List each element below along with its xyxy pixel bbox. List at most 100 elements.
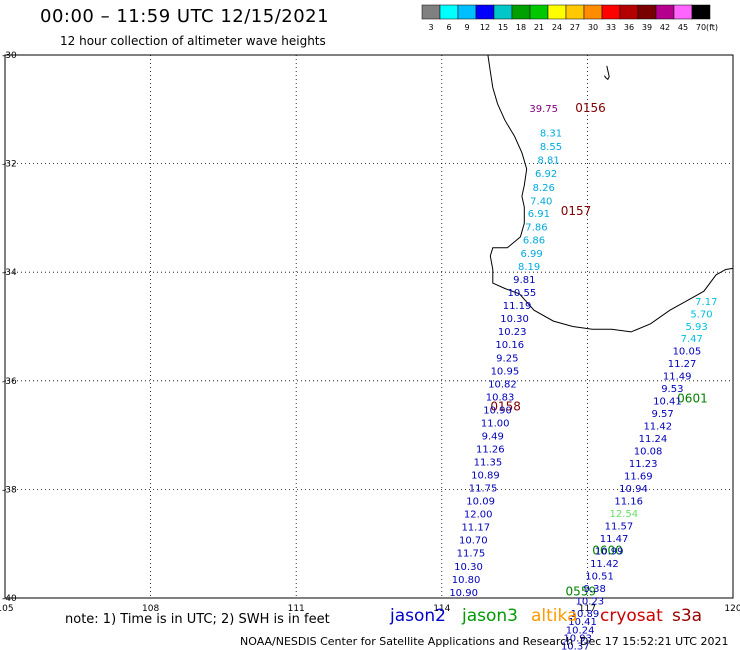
wave-height-label: 11.27 xyxy=(668,359,697,370)
wave-height-label: 10.08 xyxy=(634,447,663,458)
wave-height-label: 10.51 xyxy=(585,572,614,583)
wave-height-label: 10.70 xyxy=(459,536,488,547)
pass-time-label: 0158 xyxy=(490,400,521,414)
wave-height-label: 10.89 xyxy=(471,471,500,482)
wave-height-label: 10.37 xyxy=(561,642,590,650)
lat-tick-label: -40 xyxy=(2,594,17,604)
lon-tick-label: 111 xyxy=(288,604,305,614)
colorbar-label: 42 xyxy=(660,23,670,32)
footer-timestamp: Dec 17 15:52:21 UTC 2021 xyxy=(580,635,729,648)
wave-height-label: 10.23 xyxy=(498,327,527,338)
colorbar-label: 36 xyxy=(624,23,634,32)
wave-height-colorbar: 3 6 9 12 15 18 21 24 27 30 33 36 39 42 45 70 (ft) xyxy=(421,4,718,32)
wave-height-label: 10.99 xyxy=(595,547,624,558)
wave-height-label: 11.00 xyxy=(481,418,510,429)
colorbar-label: 39 xyxy=(642,23,652,32)
wave-height-label: 6.91 xyxy=(528,209,550,220)
wave-height-label: 11.42 xyxy=(590,559,619,570)
wave-height-label: 11.24 xyxy=(639,434,668,445)
sat-altika: altika xyxy=(531,606,578,626)
map-frame xyxy=(4,54,734,599)
wave-height-label: 10.82 xyxy=(488,379,517,390)
wave-height-label: 6.86 xyxy=(523,235,545,246)
colorbar-label: 9 xyxy=(464,23,469,32)
wave-height-label: 10.93 xyxy=(563,633,592,644)
lat-tick-label: -30 xyxy=(2,51,17,61)
lat-tick-label: -36 xyxy=(2,377,17,387)
colorbar-label: 21 xyxy=(534,23,544,32)
wave-height-label: 11.16 xyxy=(614,497,643,508)
sat-jason3: jason3 xyxy=(462,606,518,626)
wave-height-label: 10.30 xyxy=(454,562,483,573)
wave-height-label: 39.75 xyxy=(529,104,558,115)
colorbar-label: 33 xyxy=(606,23,616,32)
colorbar-swatch xyxy=(691,4,711,20)
wave-height-label: 12.00 xyxy=(464,510,493,521)
wave-height-label: 11.17 xyxy=(461,523,490,534)
wave-height-label: 10.90 xyxy=(483,405,512,416)
lat-tick-label: -38 xyxy=(2,485,17,495)
wave-height-label: 10.16 xyxy=(495,340,524,351)
lon-tick-label: 105 xyxy=(0,604,14,614)
wave-height-label: 8.26 xyxy=(533,183,555,194)
colorbar-label: 45 xyxy=(678,23,688,32)
wave-height-label: 10.05 xyxy=(673,347,702,358)
wave-height-label: 10.09 xyxy=(466,497,495,508)
footer-credit: NOAA/NESDIS Center for Satellite Applica… xyxy=(240,635,574,648)
wave-height-label: 11.75 xyxy=(469,484,498,495)
wave-height-label: 9.53 xyxy=(661,384,683,395)
colorbar-label: 24 xyxy=(552,23,562,32)
wave-height-label: 11.42 xyxy=(643,422,672,433)
note-text: note: 1) Time is in UTC; 2) SWH is in fe… xyxy=(65,612,330,627)
wave-height-label: 10.95 xyxy=(491,366,520,377)
wave-height-label: 9.49 xyxy=(482,431,504,442)
wave-height-label: 10.41 xyxy=(568,617,597,628)
wave-height-label: 10.89 xyxy=(571,609,600,620)
inland-feature xyxy=(603,65,610,81)
wave-height-label: 10.90 xyxy=(449,588,478,599)
wave-height-label: 6.99 xyxy=(520,249,542,260)
sat-jason2: jason2 xyxy=(390,606,446,626)
colorbar-label: 30 xyxy=(588,23,598,32)
wave-height-label: 11.47 xyxy=(600,534,629,545)
pass-time-label: 0600 xyxy=(592,544,623,558)
lon-tick-label: 114 xyxy=(433,604,450,614)
wave-height-label: 11.57 xyxy=(605,522,634,533)
wave-height-label: 12.54 xyxy=(609,509,638,520)
colorbar-label: 70 xyxy=(696,23,706,32)
lon-tick-label: 120 xyxy=(724,604,740,614)
pass-time-label: 0601 xyxy=(677,392,708,406)
page-title: 00:00 – 11:59 UTC 12/15/2021 xyxy=(40,6,330,27)
coastline xyxy=(487,54,734,333)
wave-height-label: 8.55 xyxy=(540,142,562,153)
wave-height-label: 11.49 xyxy=(663,372,692,383)
wave-height-label: 10.24 xyxy=(566,625,595,636)
wave-height-label: 7.86 xyxy=(525,222,547,233)
wave-height-label: 10.23 xyxy=(576,597,605,608)
pass-time-label: 0156 xyxy=(575,101,606,115)
wave-height-label: 7.17 xyxy=(695,297,717,308)
wave-height-label: 5.93 xyxy=(685,322,707,333)
colorbar-label: 27 xyxy=(570,23,580,32)
wave-height-label: 7.40 xyxy=(530,196,552,207)
wave-height-label: 11.19 xyxy=(503,301,532,312)
wave-height-label: 10.83 xyxy=(486,392,515,403)
wave-height-label: 6.92 xyxy=(535,169,557,180)
wave-height-label: 11.69 xyxy=(624,472,653,483)
page-subtitle: 12 hour collection of altimeter wave hei… xyxy=(60,34,326,48)
colorbar-label: 18 xyxy=(516,23,526,32)
sat-s3a: s3a xyxy=(672,606,703,626)
colorbar-label: 6 xyxy=(446,23,451,32)
lon-tick-label: 117 xyxy=(579,604,596,614)
wave-height-label: 11.23 xyxy=(629,459,658,470)
wave-height-label: 11.75 xyxy=(457,549,486,560)
wave-height-label: 9.57 xyxy=(651,409,673,420)
colorbar-label: 15 xyxy=(498,23,508,32)
wave-height-label: 5.70 xyxy=(690,309,712,320)
lat-tick-label: -32 xyxy=(2,160,17,170)
wave-height-label: 8.31 xyxy=(540,128,562,139)
wave-height-label: 8.81 xyxy=(537,156,559,167)
colorbar-label: 3 xyxy=(428,23,433,32)
wave-height-label: 7.47 xyxy=(681,334,703,345)
